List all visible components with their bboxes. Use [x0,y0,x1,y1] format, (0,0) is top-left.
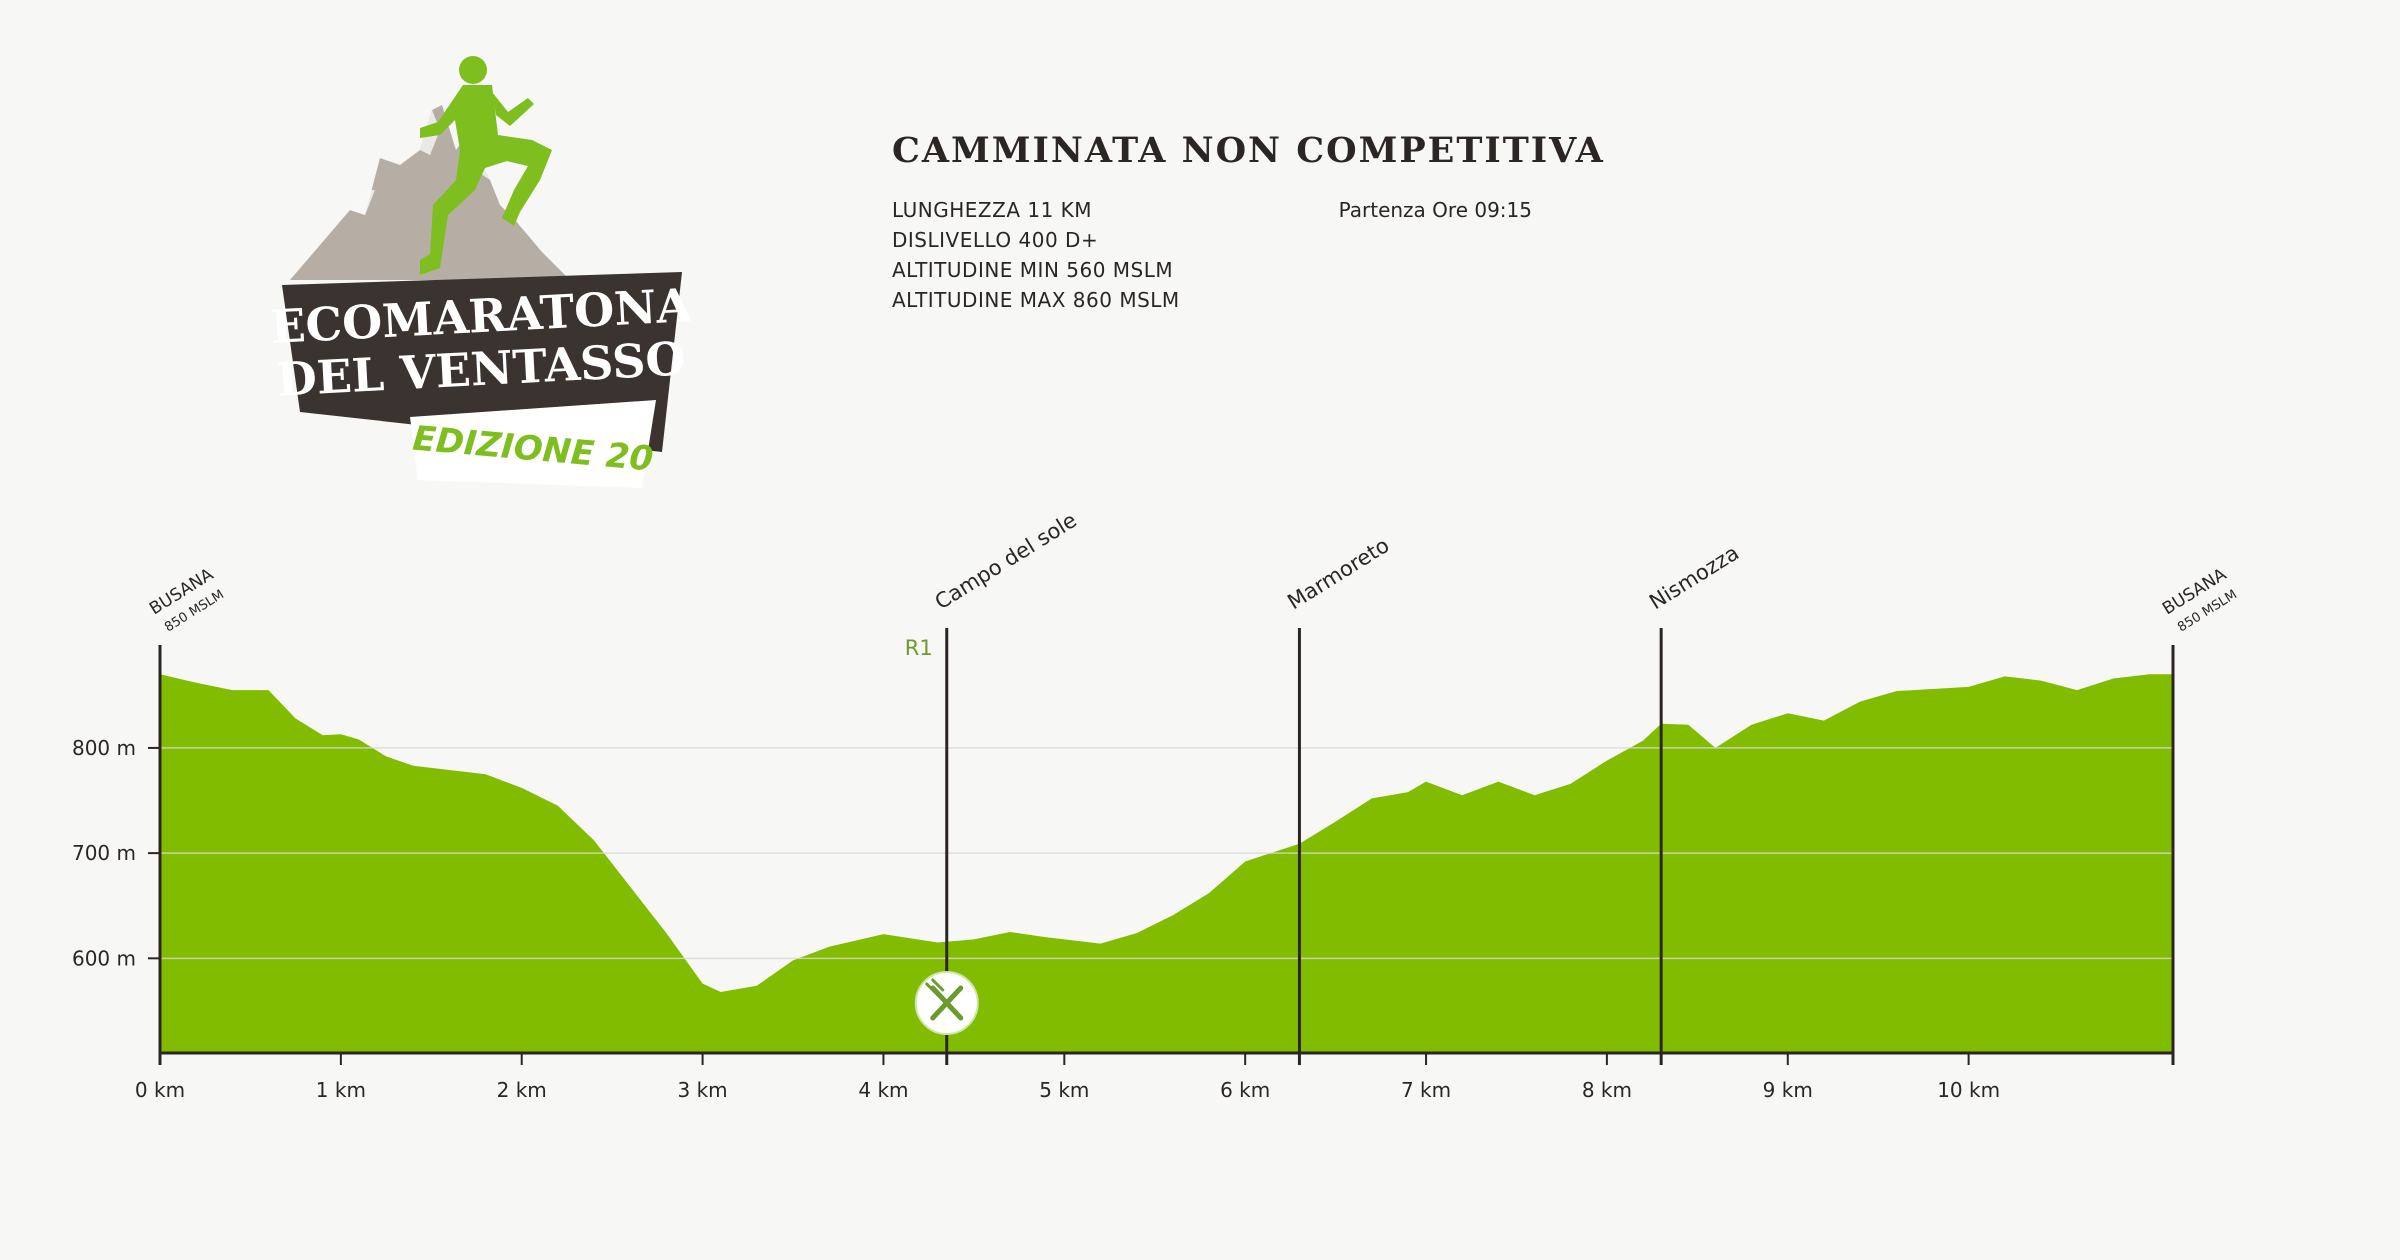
x-tick-label: 8 km [1582,1078,1632,1102]
x-tick-label: 1 km [316,1078,366,1102]
x-tick-label: 9 km [1763,1078,1813,1102]
x-tick-label: 7 km [1401,1078,1451,1102]
runner-silhouette-icon [420,56,552,275]
refreshment-tag: R1 [905,636,933,660]
y-tick-label: 700 m [72,841,136,865]
x-tick-label: 0 km [135,1078,185,1102]
event-logo: ECOMARATONA DEL VENTASSO EDIZIONE 20 [270,56,690,488]
page-title: CAMMINATA NON COMPETITIVA [892,130,1605,171]
marker-label: Campo del sole [931,508,1081,614]
stat-elevation-gain: DISLIVELLO 400 D+ [892,228,1099,252]
x-tick-label: 2 km [497,1078,547,1102]
x-tick-label: 10 km [1937,1078,2000,1102]
y-tick-label: 600 m [72,946,136,970]
marker-label: Marmoreto [1283,533,1393,614]
marker-label: Nismozza [1645,541,1743,615]
fork-tines [925,978,945,998]
start-time: Partenza Ore 09:15 [1338,198,1532,222]
x-tick-label: 6 km [1220,1078,1270,1102]
x-tick-label: 5 km [1039,1078,1089,1102]
edition-badge [410,400,656,488]
x-tick-label: 3 km [678,1078,728,1102]
knife-stroke [930,985,964,1021]
stat-length: LUNGHEZZA 11 KM [892,198,1093,222]
stat-altitude-min: ALTITUDINE MIN 560 MSLM [892,258,1174,282]
mountain-snow [350,110,490,215]
stat-altitude-max: ALTITUDINE MAX 860 MSLM [892,288,1180,312]
elevation-area [160,674,2173,1053]
fork-knife-icon [914,971,979,1035]
mountain-illustration [290,105,570,280]
y-tick-label: 800 m [72,736,136,760]
x-tick-label: 4 km [858,1078,908,1102]
